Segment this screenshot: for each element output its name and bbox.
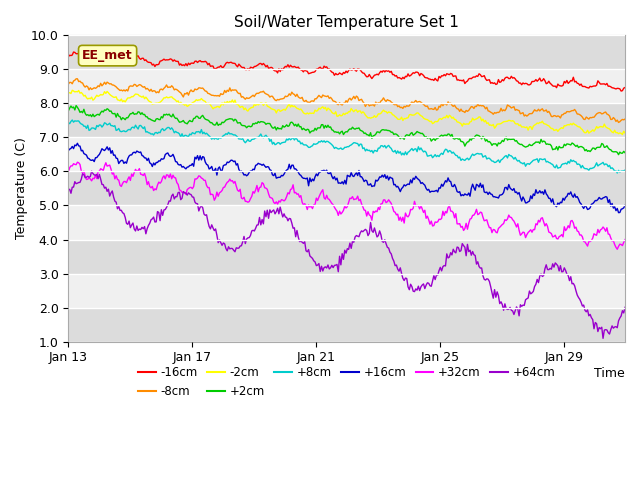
Bar bbox=[68, 103, 625, 137]
Bar bbox=[68, 137, 625, 171]
Title: Soil/Water Temperature Set 1: Soil/Water Temperature Set 1 bbox=[234, 15, 459, 30]
Bar bbox=[68, 308, 625, 342]
Bar bbox=[68, 70, 625, 103]
Bar bbox=[68, 36, 625, 70]
Text: EE_met: EE_met bbox=[83, 49, 133, 62]
Bar bbox=[68, 205, 625, 240]
Bar bbox=[68, 274, 625, 308]
Legend: -16cm, -8cm, -2cm, +2cm, +8cm, +16cm, +32cm, +64cm: -16cm, -8cm, -2cm, +2cm, +8cm, +16cm, +3… bbox=[133, 362, 560, 403]
X-axis label: Time: Time bbox=[595, 367, 625, 380]
Y-axis label: Temperature (C): Temperature (C) bbox=[15, 138, 28, 240]
Bar bbox=[68, 171, 625, 205]
Bar bbox=[68, 240, 625, 274]
